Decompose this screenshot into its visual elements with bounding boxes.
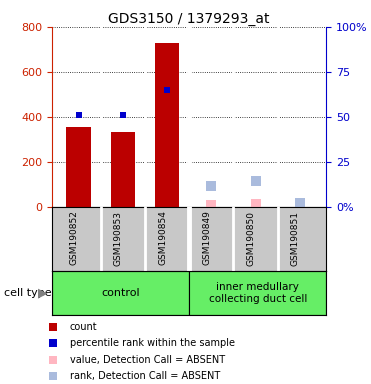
Bar (155, 43, 179, 207)
Text: GSM190854: GSM190854 (158, 210, 167, 265)
Text: ▶: ▶ (38, 286, 47, 299)
Text: GSM190851: GSM190851 (291, 210, 300, 265)
Text: GSM190849: GSM190849 (202, 210, 211, 265)
Text: control: control (101, 288, 140, 298)
Text: value, Detection Call = ABSENT: value, Detection Call = ABSENT (70, 354, 225, 364)
Title: GDS3150 / 1379293_at: GDS3150 / 1379293_at (108, 12, 270, 26)
Bar (189, 271, 326, 315)
Text: GSM190853: GSM190853 (114, 210, 123, 265)
Text: inner medullary
collecting duct cell: inner medullary collecting duct cell (209, 281, 307, 304)
Text: cell type: cell type (4, 288, 51, 298)
Bar (66, 127, 91, 207)
Text: percentile rank within the sample: percentile rank within the sample (70, 338, 235, 348)
Text: GSM190852: GSM190852 (69, 210, 79, 265)
Bar (111, 132, 135, 207)
Bar (52, 271, 189, 315)
Text: rank, Detection Call = ABSENT: rank, Detection Call = ABSENT (70, 371, 220, 381)
Text: count: count (70, 322, 98, 332)
Text: GSM190850: GSM190850 (247, 210, 256, 265)
